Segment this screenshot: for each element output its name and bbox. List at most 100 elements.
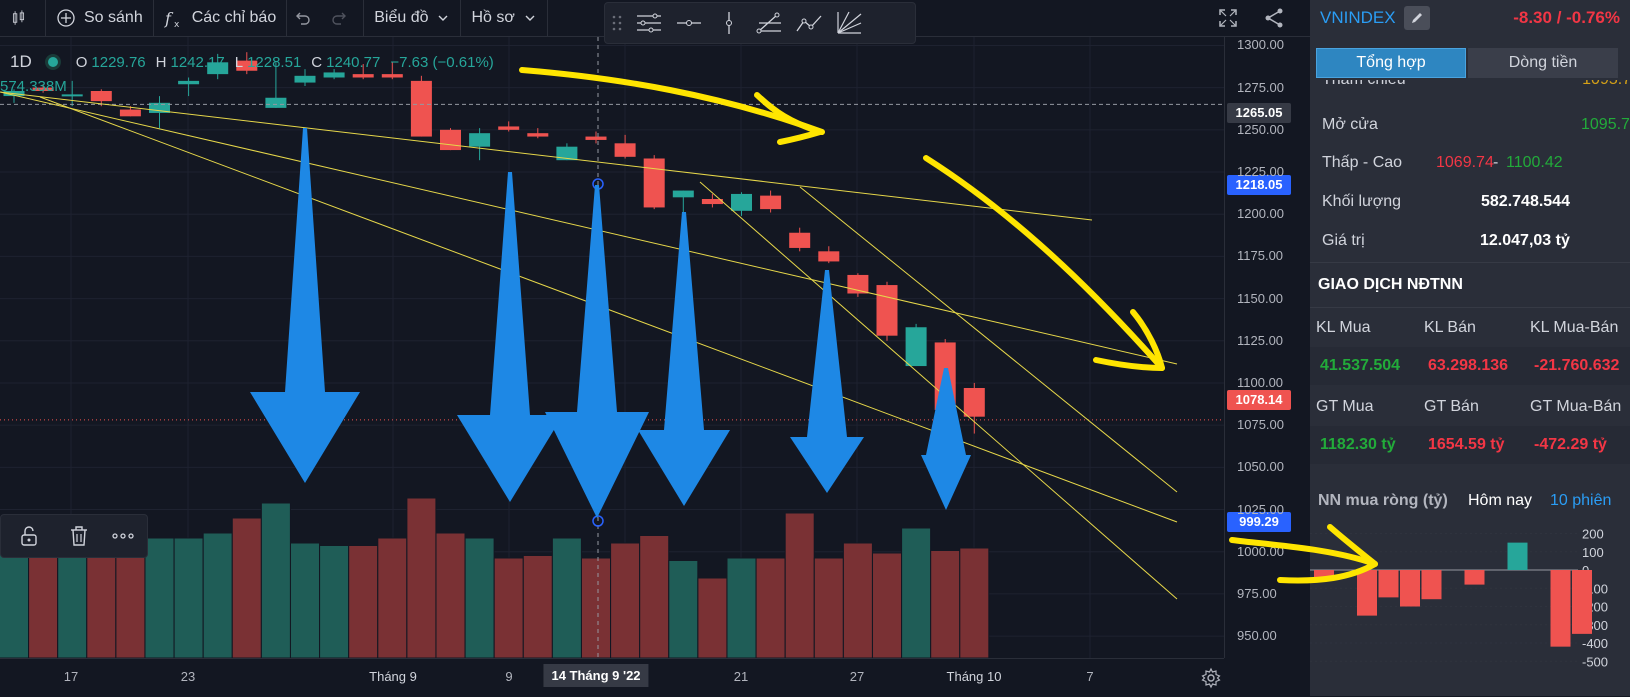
symbol-header: VNINDEX -8.30 / -0.76% — [1310, 0, 1630, 36]
volume-bar — [202, 532, 233, 658]
fib-tool-button[interactable] — [749, 5, 789, 41]
gt-net-value: -472.29 tỷ — [1534, 436, 1607, 453]
volume-bar — [842, 542, 873, 658]
nn-title: NN mua ròng (tỷ) — [1318, 492, 1448, 509]
foreign-title: GIAO DỊCH NĐTNN — [1318, 276, 1463, 293]
vertical-line-tool-button[interactable] — [709, 5, 749, 41]
price-axis-label: 1275.00 — [1237, 79, 1284, 95]
redo-button[interactable] — [325, 0, 365, 36]
trash-icon — [71, 526, 87, 546]
price-axis-label: 950.00 — [1237, 628, 1277, 644]
compare-button[interactable]: So sánh — [46, 0, 154, 36]
share-button[interactable] — [1262, 6, 1286, 30]
candle-body — [527, 133, 549, 137]
foreign-net-bar — [1357, 570, 1377, 616]
low-value: 1228.51 — [247, 53, 302, 71]
value-value: 12.047,03 tỷ — [1480, 232, 1570, 249]
volume-bar — [144, 537, 175, 658]
horizontal-line-tool-button[interactable] — [669, 5, 709, 41]
chart-menu-button[interactable]: Biểu đồ — [364, 0, 462, 36]
candle-body — [265, 97, 287, 108]
fullscreen-button[interactable] — [1216, 6, 1240, 30]
gt-header-row: GT Mua GT Bán GT Mua-Bán — [1310, 388, 1630, 426]
close-value: 1240.77 — [326, 53, 381, 71]
path-tool-button[interactable] — [789, 5, 829, 41]
chart-settings-button[interactable] — [1200, 667, 1222, 689]
delete-button[interactable] — [57, 516, 101, 556]
symbol-name[interactable]: VNINDEX — [1320, 8, 1396, 27]
price-axis-label: 1300.00 — [1237, 37, 1284, 53]
price-axis-label: 1200.00 — [1237, 206, 1284, 222]
pencil-icon — [1411, 13, 1422, 23]
chevron-down-icon — [525, 15, 535, 21]
price-axis-label: 1000.00 — [1237, 543, 1284, 559]
undo-button[interactable] — [287, 0, 325, 36]
object-toolbar — [0, 514, 148, 558]
nn-today-tab[interactable]: Hôm nay — [1468, 492, 1533, 509]
volume-bar — [959, 547, 990, 658]
foreign-net-bar — [1572, 570, 1592, 634]
channel-tool-button[interactable] — [629, 5, 669, 41]
volume-bar — [872, 552, 902, 658]
volume-bar — [581, 557, 611, 658]
tab-summary[interactable]: Tổng hợp — [1316, 48, 1466, 78]
ohlc-legend: 1D O 1229.76 H 1242.17 L 1228.51 C 1240.77 −… — [10, 52, 494, 72]
price-chart[interactable] — [0, 37, 1224, 658]
value-label: Giá trị — [1322, 232, 1365, 249]
candle-body — [323, 72, 345, 78]
candle-type-button[interactable] — [0, 0, 46, 36]
gann-fan-tool-button[interactable] — [829, 5, 869, 41]
candle-body — [672, 190, 694, 198]
gt-ban-value: 1654.59 tỷ — [1428, 436, 1505, 453]
drag-handle[interactable] — [605, 5, 629, 41]
profile-menu-button[interactable]: Hồ sơ — [461, 0, 548, 36]
crosshair-time-label: 14 Tháng 9 '22 — [543, 664, 649, 687]
close-label: C — [311, 53, 323, 71]
price-axis-label: 1025.00 — [1237, 501, 1284, 517]
tab-cashflow[interactable]: Dòng tiền — [1468, 48, 1618, 78]
candle-body — [876, 285, 898, 336]
price-axis-label: 1150.00 — [1237, 290, 1284, 306]
more-icon — [112, 533, 134, 539]
time-label: Tháng 10 — [946, 669, 1002, 684]
price-axis-label: 1075.00 — [1237, 417, 1284, 433]
vertical-line-icon — [726, 12, 732, 34]
volume-bar — [668, 560, 699, 658]
candle-body — [294, 75, 316, 83]
candle-body — [818, 251, 840, 262]
foreign-net-bar — [1314, 570, 1334, 581]
price-axis-label: 975.00 — [1237, 585, 1277, 601]
expand-icon — [1219, 9, 1237, 27]
range-dash: - — [1493, 154, 1499, 171]
gt-mua-value: 1182.30 tỷ — [1320, 436, 1396, 453]
more-button[interactable] — [101, 516, 145, 556]
price-axis-label: 1050.00 — [1237, 459, 1284, 475]
volume-bar — [726, 557, 757, 658]
trendline — [0, 91, 1093, 221]
interval-label[interactable]: 1D — [10, 52, 32, 71]
price-tag-1078: 1078.14 — [1227, 390, 1291, 410]
open-value: 1229.76 — [91, 53, 146, 71]
horizontal-line-icon — [677, 20, 701, 26]
open-value: 1095.73 — [1581, 116, 1630, 133]
time-axis[interactable]: 17 23 Tháng 9 9 14 Tháng 9 '22 21 27 Thá… — [0, 658, 1224, 697]
price-axis-label: 1250.00 — [1237, 121, 1284, 137]
candle-body — [905, 327, 927, 367]
gear-icon — [1201, 667, 1221, 689]
candlestick-icon — [12, 10, 25, 25]
fib-tool-icon — [756, 12, 781, 34]
time-label: 17 — [63, 669, 79, 684]
price-axis[interactable]: 1265.05 1218.05 1078.14 999.29 1300.00 12… — [1224, 37, 1311, 658]
candle-body — [61, 94, 83, 97]
lock-button[interactable] — [1, 516, 57, 556]
candle-body — [614, 143, 636, 157]
gt-values-row: 1182.30 tỷ 1654.59 tỷ -472.29 tỷ — [1310, 426, 1630, 464]
chart-menu-label: Biểu đồ — [374, 9, 429, 26]
candle-body — [119, 109, 141, 117]
nn-10-sessions-tab[interactable]: 10 phiên — [1550, 492, 1612, 509]
mini-axis-label: 200 — [1582, 527, 1604, 542]
edit-symbol-button[interactable] — [1403, 6, 1430, 30]
candle-body — [643, 158, 665, 208]
